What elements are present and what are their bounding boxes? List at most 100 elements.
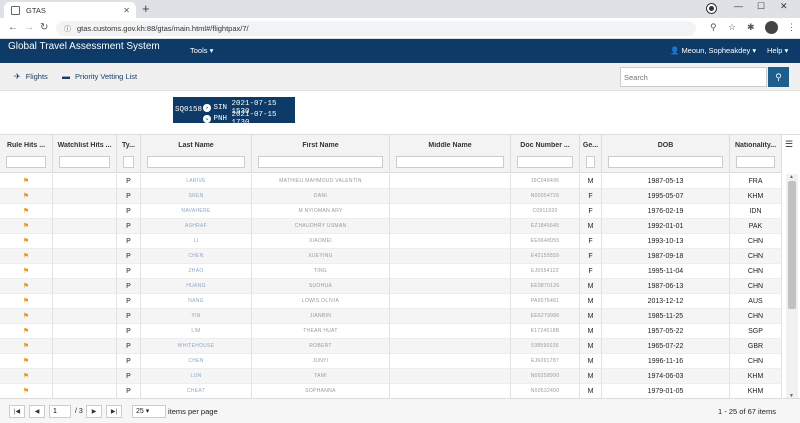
scroll-down-icon[interactable]: ▼ [789, 393, 794, 399]
column-header-gender[interactable]: Ge... [580, 135, 602, 173]
info-icon[interactable]: ⓘ [64, 25, 71, 33]
table-row[interactable]: ⚑ P ASHRAF CHAUDHRY USMAN EZ1845645 M 1992-01-… [0, 219, 782, 234]
departure-airport: SIN [213, 104, 228, 112]
table-row[interactable]: ⚑ P CHEAT SOPHANNA N00532400 M 1979-01-05 KHM [0, 384, 782, 399]
table-row[interactable]: ⚑ P LI XIAOMEI EE9648055 F 1993-10-13 CHN [0, 234, 782, 249]
table-row[interactable]: ⚑ P LUN TAMI N00258990 M 1974-06-03 KHM [0, 369, 782, 384]
table-row[interactable]: ⚑ P CHEN JUNYI EJ6091787 M 1996-11-16 CHN [0, 354, 782, 369]
search-input[interactable] [620, 67, 767, 87]
zoom-icon[interactable]: ⚲ [710, 22, 717, 32]
table-row[interactable]: ⚑ P HUANG SUOHUA EE9870126 M 1987-06-13 CHN [0, 279, 782, 294]
column-header-rule-hits[interactable]: Rule Hits ... [0, 135, 53, 173]
flights-link[interactable]: ✈ Flights [14, 72, 48, 81]
user-menu[interactable]: 👤 Meoun, Sopheakdey ▾ [670, 46, 757, 55]
reload-icon[interactable]: ↻ [40, 22, 49, 33]
column-filter-type[interactable] [123, 156, 134, 168]
prev-page-button[interactable]: ◀ [29, 405, 45, 418]
cell-type: P [117, 339, 141, 354]
page-size-select[interactable]: 25 ▾ [132, 405, 166, 418]
cell-middle-name [390, 249, 511, 264]
table-row[interactable]: ⚑ P NANG LOWIS OLIVIA PA9575481 M 2013-12-12 AU… [0, 294, 782, 309]
column-filter-watchlist-hits[interactable] [59, 156, 110, 168]
column-filter-doc-number[interactable] [517, 156, 573, 168]
column-header-doc-number[interactable]: Doc Number ... [511, 135, 580, 173]
column-filter-middle-name[interactable] [396, 156, 504, 168]
table-row[interactable]: ⚑ P CHEN XUEYING E42155559 F 1987-09-18 CHN [0, 249, 782, 264]
star-icon[interactable]: ☆ [728, 22, 737, 32]
flag-icon[interactable]: ⚑ [22, 208, 30, 215]
flag-icon[interactable]: ⚑ [22, 283, 30, 290]
url-field[interactable]: ⓘ gtas.customs.gov.kh:88/gtas/main.html#… [56, 21, 696, 36]
table-row[interactable]: ⚑ P YIN JIANBIN EE6279986 M 1985-11-25 CHN [0, 309, 782, 324]
table-row[interactable]: ⚑ P ZHAO TING EJ5554122 F 1995-11-04 CHN [0, 264, 782, 279]
next-page-button[interactable]: ▶ [86, 405, 102, 418]
search-button[interactable]: ⚲ [768, 67, 789, 87]
flag-icon[interactable]: ⚑ [22, 178, 30, 185]
table-row[interactable]: ⚑ P LIM THEAN HUAT K1724518B M 1957-05-22 SGP [0, 324, 782, 339]
browser-tab[interactable]: GTAS ✕ [4, 2, 136, 18]
table-row[interactable]: ⚑ P LARIVE MATHIEU MAHMOUD VALENTIN 19C04849… [0, 174, 782, 189]
cell-dob: 1976-02-19 [602, 204, 730, 219]
flag-icon[interactable]: ⚑ [22, 343, 30, 350]
flag-icon[interactable]: ⚑ [22, 388, 30, 395]
flag-icon[interactable]: ⚑ [22, 268, 30, 275]
cell-gender: M [580, 309, 602, 324]
grid-menu-icon[interactable]: ☰ [785, 139, 794, 149]
new-tab-icon[interactable]: + [142, 1, 150, 16]
flag-icon[interactable]: ⚑ [22, 298, 30, 305]
page-number-input[interactable] [49, 405, 71, 418]
column-header-nationality[interactable]: Nationality... [730, 135, 782, 173]
tools-menu[interactable]: Tools ▾ [190, 46, 214, 55]
cell-gender: F [580, 264, 602, 279]
flag-icon[interactable]: ⚑ [22, 223, 30, 230]
back-icon[interactable]: ← [8, 22, 18, 33]
window-close-icon[interactable]: ✕ [780, 1, 788, 11]
last-page-button[interactable]: ▶| [106, 405, 122, 418]
browser-tab-bar: GTAS ✕ + — ☐ ✕ [0, 0, 800, 18]
minimize-icon[interactable]: — [734, 1, 743, 11]
table-row[interactable]: ⚑ P SREN DANI N00054726 F 1995-05-07 KHM [0, 189, 782, 204]
plane-icon: ✈ [14, 72, 21, 81]
column-header-last-name[interactable]: Last Name [141, 135, 252, 173]
flag-icon[interactable]: ⚑ [22, 238, 30, 245]
scrollbar-thumb[interactable] [788, 181, 796, 309]
column-header-type[interactable]: Ty... [117, 135, 141, 173]
first-page-button[interactable]: |◀ [9, 405, 25, 418]
table-row[interactable]: ⚑ P WHITEHOUSE ROBERT 538590036 M 1965-07-22 GB… [0, 339, 782, 354]
column-filter-dob[interactable] [608, 156, 723, 168]
flag-icon[interactable]: ⚑ [22, 373, 30, 380]
table-row[interactable]: ⚑ P NAVAHERE M NYIOMAN ARY C0911920 F 1976-02-… [0, 204, 782, 219]
url-text: gtas.customs.gov.kh:88/gtas/main.html#/f… [77, 24, 249, 33]
column-header-first-name[interactable]: First Name [252, 135, 390, 173]
kebab-menu-icon[interactable]: ⋮ [787, 22, 796, 32]
cell-doc-number: EZ1845645 [511, 219, 580, 234]
column-header-middle-name[interactable]: Middle Name [390, 135, 511, 173]
forward-icon[interactable]: → [24, 22, 34, 33]
column-header-watchlist-hits[interactable]: Watchlist Hits ... [53, 135, 117, 173]
column-filter-first-name[interactable] [258, 156, 383, 168]
flag-icon[interactable]: ⚑ [22, 253, 30, 260]
cell-dob: 2013-12-12 [602, 294, 730, 309]
maximize-icon[interactable]: ☐ [757, 1, 766, 11]
profile-avatar[interactable] [765, 21, 778, 34]
record-icon[interactable] [707, 4, 716, 13]
cell-watchlist-hits [53, 339, 117, 354]
extensions-icon[interactable]: ✱ [747, 22, 755, 32]
flag-icon[interactable]: ⚑ [22, 193, 30, 200]
column-filter-gender[interactable] [586, 156, 595, 168]
flag-icon[interactable]: ⚑ [22, 313, 30, 320]
column-label-dob: DOB [657, 142, 674, 149]
scroll-up-icon[interactable]: ▲ [789, 174, 794, 180]
cell-dob: 1987-05-13 [602, 174, 730, 189]
flag-icon[interactable]: ⚑ [22, 328, 30, 335]
priority-vetting-link[interactable]: ▬ Priority Vetting List [62, 72, 137, 81]
column-header-dob[interactable]: DOB [602, 135, 730, 173]
column-filter-rule-hits[interactable] [6, 156, 46, 168]
column-filter-nationality[interactable] [736, 156, 775, 168]
close-tab-icon[interactable]: ✕ [123, 5, 130, 15]
flag-icon[interactable]: ⚑ [22, 358, 30, 365]
column-filter-last-name[interactable] [147, 156, 245, 168]
vertical-scrollbar[interactable]: ▲ ▼ [786, 174, 798, 399]
help-menu[interactable]: Help ▾ [767, 46, 789, 55]
cell-gender: M [580, 174, 602, 189]
